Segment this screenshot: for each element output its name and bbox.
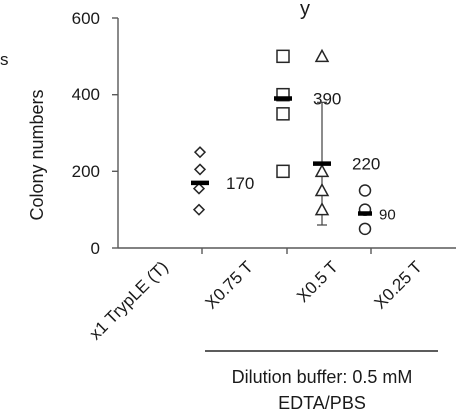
left-cut-text: s (0, 50, 9, 69)
x-tick-label: X0.75 T (202, 257, 257, 312)
axes (112, 17, 456, 254)
mean-value-label: 220 (352, 155, 380, 174)
data-point (314, 182, 330, 197)
data-point (276, 164, 290, 179)
data-point (276, 107, 290, 121)
chart-title: y (300, 0, 310, 20)
bracket-label-line1: Dilution buffer: 0.5 mM (232, 367, 413, 387)
y-tick-label: 200 (72, 162, 100, 181)
mean-value-label: 170 (226, 174, 254, 193)
y-tick-label: 400 (72, 85, 100, 104)
data-point (192, 203, 206, 216)
y-axis-label: Colony numbers (27, 89, 47, 220)
y-tick-label: 0 (91, 239, 100, 258)
data-point (314, 202, 330, 216)
data-point (314, 48, 330, 63)
data-point (192, 182, 206, 195)
data-point (358, 222, 372, 236)
data-marks: 170 390 220 90 (191, 48, 396, 236)
x-tick-label: x1 TrypLE (T) (86, 257, 172, 343)
data-point (314, 163, 330, 178)
y-tick-label: 600 (72, 9, 100, 28)
x-tick-label: X0.5 T (293, 257, 342, 306)
data-point (193, 163, 207, 176)
mean-value-label: 90 (379, 207, 396, 224)
x-tick-label: X0.25 T (371, 257, 426, 312)
bracket-label-line2: EDTA/PBS (278, 393, 366, 413)
mean-value-label: 390 (313, 90, 341, 109)
data-point (358, 184, 372, 197)
data-point (276, 49, 290, 64)
data-point (193, 146, 207, 159)
